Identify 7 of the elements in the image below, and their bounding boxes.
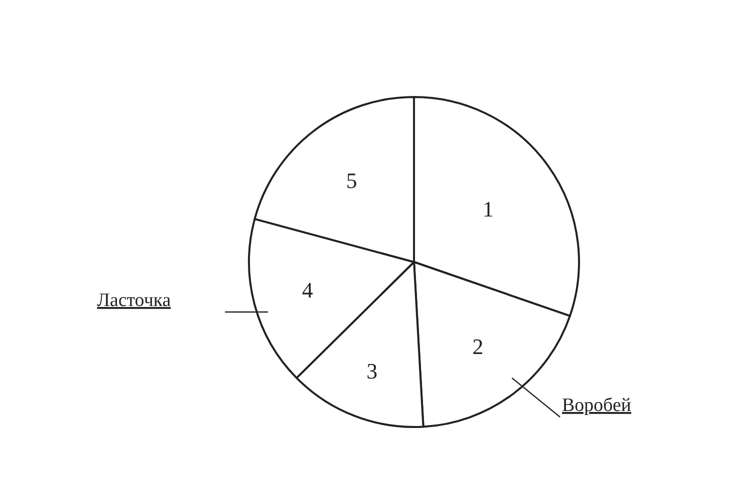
slice-label: 5 xyxy=(346,168,358,194)
text: Воробей xyxy=(562,395,632,416)
text: Ласточка xyxy=(97,290,172,311)
slice-label: 3 xyxy=(366,358,378,384)
slice-label: 2 xyxy=(472,334,484,360)
slice-label: 4 xyxy=(302,278,313,303)
slice-label: 1 xyxy=(482,196,494,222)
